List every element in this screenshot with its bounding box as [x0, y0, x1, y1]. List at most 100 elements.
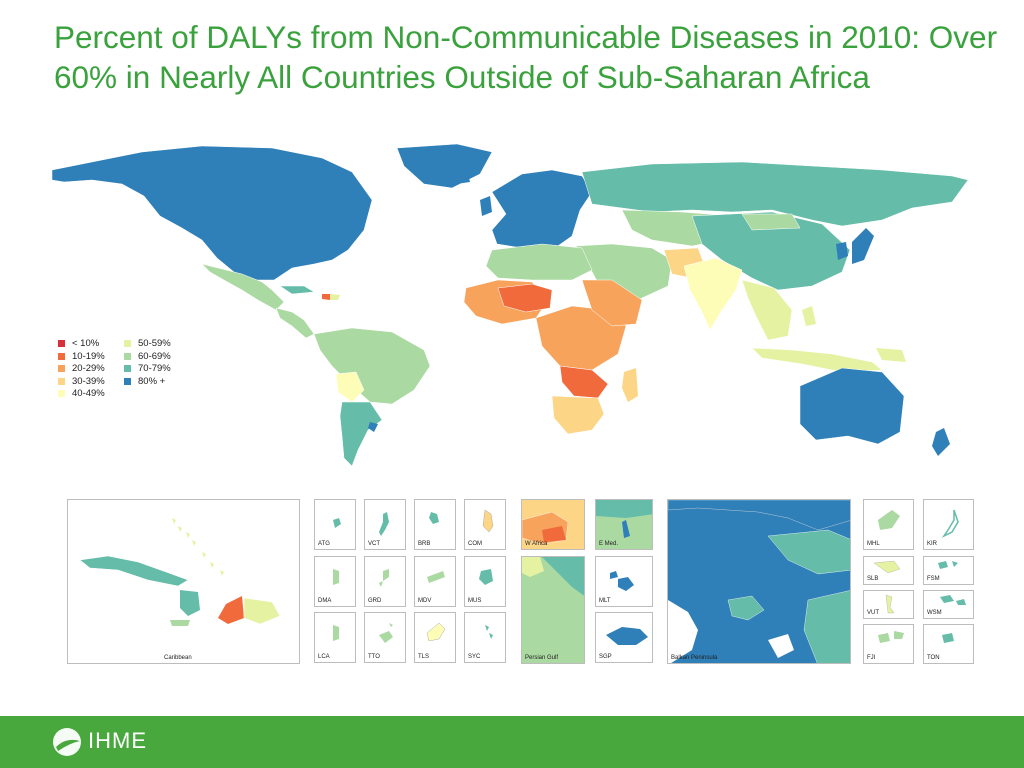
- inset-label: SYC: [468, 654, 481, 660]
- inset-balkan: Balkan Peninsula: [667, 499, 851, 664]
- inset-mus: MUS: [464, 556, 506, 607]
- australia: [799, 367, 905, 445]
- legend-swatch: [124, 352, 131, 360]
- india: [683, 257, 743, 331]
- inset-label: KIR: [927, 541, 938, 547]
- europe: [491, 169, 593, 251]
- inset-fji: FJI: [863, 624, 914, 664]
- inset-mdv: MDV: [414, 556, 456, 607]
- legend-label: 10-19%: [72, 350, 105, 362]
- inset-atg: ATG: [314, 499, 356, 550]
- legend-swatch: [124, 365, 131, 372]
- inset-tto: TTO: [364, 612, 406, 663]
- inset-vut: VUT: [863, 590, 914, 619]
- inset-label: MLT: [599, 598, 611, 604]
- inset-label: W Africa: [525, 541, 548, 547]
- inset-persian-gulf: Persian Gulf: [521, 556, 585, 664]
- south-america-south: [339, 401, 383, 467]
- legend-item: 30-39%: [58, 376, 133, 389]
- legend-label: < 10%: [72, 338, 100, 349]
- inset-label: E Med.: [599, 541, 619, 547]
- uruguay: [368, 422, 378, 432]
- inset-label: VUT: [867, 610, 879, 616]
- dominican-rep: [330, 294, 340, 300]
- footer-org-name: IHME: [88, 728, 147, 753]
- philippines: [802, 306, 816, 326]
- legend-swatch: [58, 340, 65, 347]
- east-africa: [581, 279, 643, 327]
- inset-label: COM: [468, 541, 482, 547]
- legend-item: 50-59%: [124, 338, 199, 351]
- china: [691, 211, 851, 291]
- uk: [480, 196, 492, 216]
- inset-brb: BRB: [414, 499, 456, 550]
- south-america-north: [313, 327, 431, 405]
- southern-africa: [551, 395, 605, 435]
- legend-item: 10-19%: [58, 351, 133, 364]
- legend-swatch: [58, 377, 65, 385]
- mexico: [201, 263, 285, 311]
- inset-com: COM: [464, 499, 506, 550]
- southeast-asia: [741, 279, 793, 341]
- legend-item: < 10%: [58, 338, 133, 351]
- inset-label: GRD: [368, 598, 382, 604]
- inset-syc: SYC: [464, 612, 506, 663]
- inset-kir: KIR: [923, 499, 974, 550]
- inset-w-africa: W Africa: [521, 499, 585, 550]
- inset-mlt: MLT: [595, 556, 653, 607]
- inset-label: Persian Gulf: [525, 655, 559, 661]
- legend-swatch: [124, 377, 131, 385]
- legend-item: 20-29%: [58, 363, 133, 376]
- legend-swatch: [58, 365, 65, 372]
- haiti: [322, 294, 330, 300]
- japan: [852, 228, 874, 264]
- inset-ton: TON: [923, 624, 974, 664]
- legend-swatch: [58, 352, 65, 360]
- legend-label: 40-49%: [72, 388, 105, 399]
- cuba: [279, 285, 315, 295]
- inset-slb: SLB: [863, 556, 914, 585]
- inset-vct: VCT: [364, 499, 406, 550]
- inset-e-med: E Med.: [595, 499, 653, 550]
- central-africa: [535, 305, 627, 371]
- legend-swatch: [58, 390, 65, 397]
- inset-label: VCT: [368, 541, 380, 547]
- inset-label: TLS: [418, 654, 430, 660]
- inset-dma: DMA: [314, 556, 356, 607]
- madagascar: [622, 368, 638, 402]
- inset-label: SLB: [867, 576, 879, 582]
- legend-label: 50-59%: [138, 338, 171, 349]
- north-america: [52, 145, 373, 281]
- inset-label-caribbean: Caribbean: [164, 655, 192, 661]
- inset-caribbean: Caribbean: [67, 499, 300, 664]
- legend-label: 20-29%: [72, 363, 105, 374]
- legend-label: 70-79%: [138, 363, 171, 374]
- inset-label: FJI: [867, 655, 876, 661]
- legend-item: 40-49%: [58, 388, 133, 401]
- iceland: [452, 174, 470, 184]
- inset-wsm: WSM: [923, 590, 974, 619]
- legend-item: 80% +: [124, 376, 199, 389]
- legend-label: 30-39%: [72, 375, 105, 387]
- inset-label: SGP: [599, 654, 612, 660]
- inset-grd: GRD: [364, 556, 406, 607]
- korea: [836, 242, 848, 260]
- new-zealand: [932, 428, 950, 456]
- legend-item: 60-69%: [124, 351, 199, 364]
- inset-fsm: FSM: [923, 556, 974, 585]
- papua: [876, 348, 906, 362]
- inset-label: DMA: [318, 598, 332, 604]
- world-map: [52, 140, 968, 470]
- inset-label: TON: [927, 655, 940, 661]
- footer-bar: IHME: [0, 716, 1024, 768]
- inset-label: LCA: [318, 654, 330, 660]
- inset-label: ATG: [318, 541, 330, 547]
- inset-label: MDV: [418, 598, 432, 604]
- inset-label: MHL: [867, 541, 880, 547]
- middle-east: [575, 243, 673, 309]
- inset-label: FSM: [927, 576, 940, 582]
- sahel: [497, 283, 553, 313]
- central-america: [275, 307, 315, 339]
- ihme-logo-icon: [53, 728, 81, 756]
- inset-label: TTO: [368, 654, 380, 660]
